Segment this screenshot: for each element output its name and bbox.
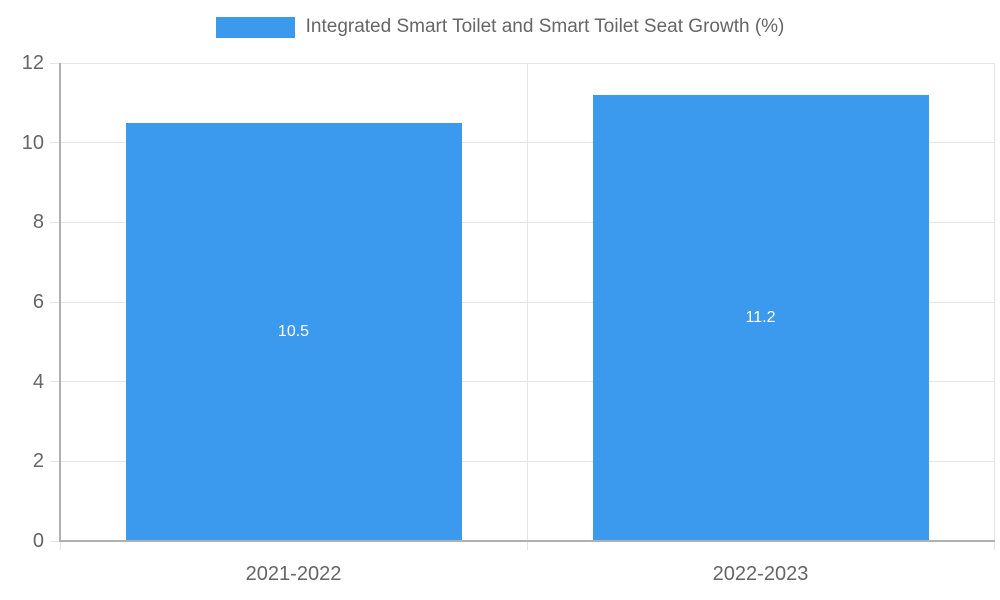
y-axis-tick	[50, 62, 60, 64]
x-axis-tick	[526, 541, 528, 550]
y-axis-tick-label: 8	[32, 211, 44, 234]
bar-value-label: 11.2	[745, 308, 776, 326]
y-axis-tick	[50, 142, 60, 144]
bar: 10.5	[125, 122, 462, 541]
x-axis-line	[59, 540, 995, 542]
y-axis-tick-label: 2	[32, 450, 44, 473]
gridline-vertical	[993, 63, 995, 541]
bar: 11.2	[592, 94, 929, 541]
y-axis-tick	[50, 381, 60, 383]
x-axis-category-label: 2022-2023	[712, 563, 809, 585]
y-axis-tick-label: 10	[21, 131, 44, 154]
y-axis-tick	[50, 221, 60, 223]
bar-value-label: 10.5	[277, 322, 310, 340]
legend-label: Integrated Smart Toilet and Smart Toilet…	[305, 16, 785, 37]
legend-color-swatch	[215, 16, 295, 38]
x-axis-tick	[59, 541, 61, 550]
y-axis-line	[59, 63, 61, 541]
y-axis-tick-label: 6	[32, 291, 44, 313]
y-axis-tick	[50, 460, 60, 462]
y-axis-tick	[50, 301, 60, 303]
y-axis-tick	[50, 540, 60, 542]
chart-legend[interactable]: Integrated Smart Toilet and Smart Toilet…	[0, 16, 1000, 38]
gridline-vertical	[526, 63, 528, 541]
x-axis-tick	[993, 541, 995, 550]
y-axis-tick-label: 12	[21, 52, 44, 74]
y-axis-tick-label: 0	[32, 530, 44, 552]
y-axis-tick-label: 4	[32, 370, 44, 393]
x-axis-category-label: 2021-2022	[245, 563, 342, 585]
